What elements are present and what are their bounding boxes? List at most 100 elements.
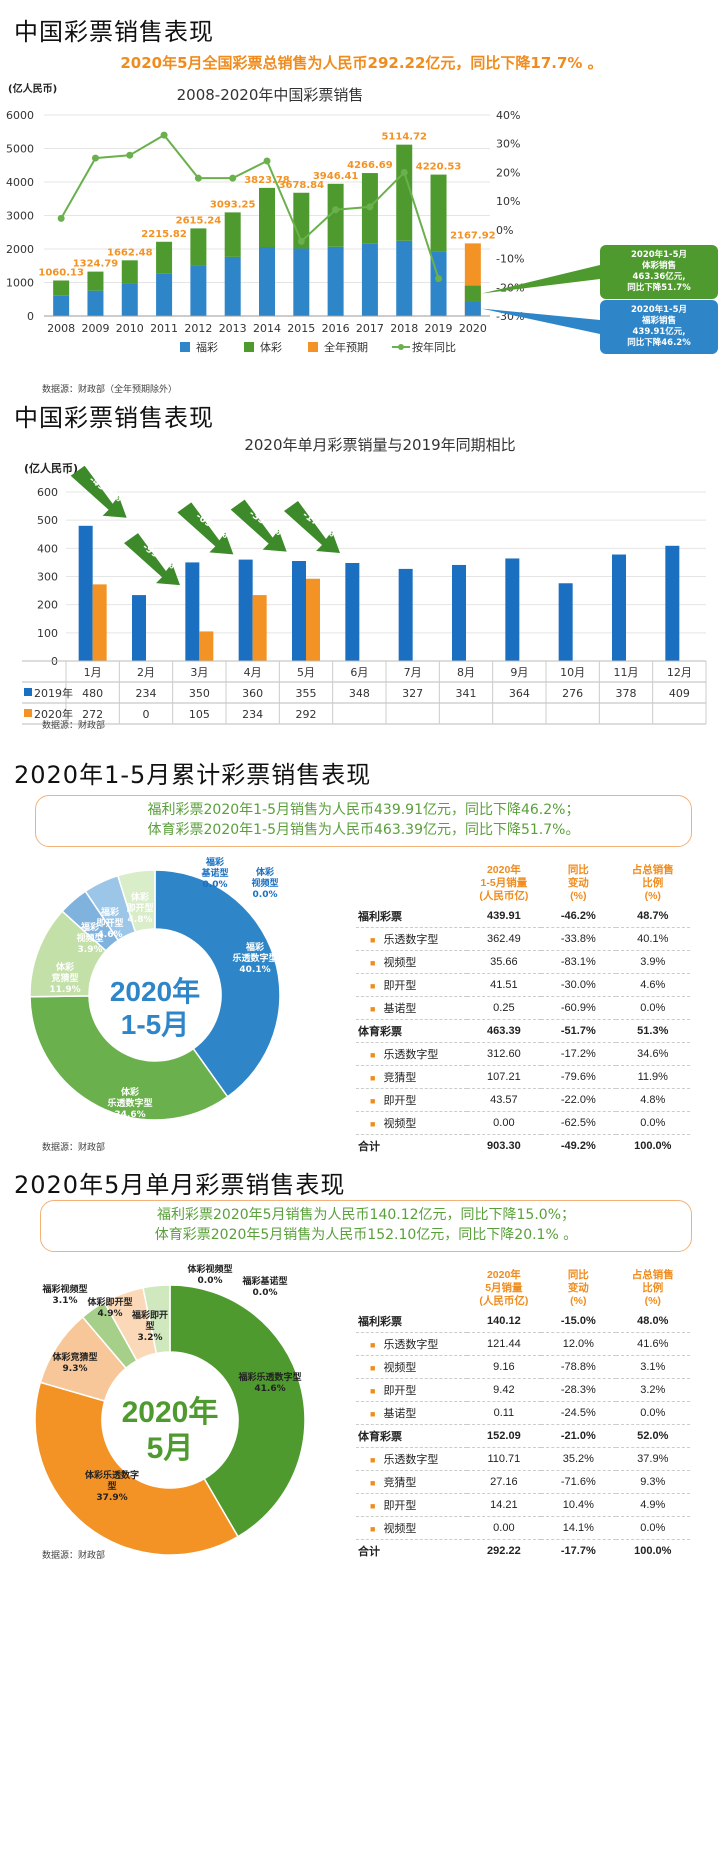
slice-label: 型 — [145, 1320, 154, 1332]
slice-label: 乐透数字型 — [232, 952, 277, 964]
table-cell: ■ 乐透数字型 — [356, 1332, 467, 1356]
bar-2019 — [665, 545, 680, 661]
slice-label: 4.9% — [98, 1309, 123, 1319]
table-row: 福利彩票 439.91 -46.2% 48.7% — [356, 905, 690, 928]
bar-2019 — [612, 554, 626, 661]
bullet-icon: ■ — [370, 1004, 376, 1014]
table-cell: 合计 — [358, 1546, 380, 1558]
x-tick-label: 12月 — [667, 666, 692, 679]
callout-ytd-line1: 福利彩票2020年1-5月销售为人民币439.91亿元，同比下降46.2%； — [147, 802, 580, 818]
change-arrow — [230, 499, 287, 552]
table-cell: 4.9% — [615, 1493, 690, 1517]
slice-label: 0.0% — [253, 1288, 278, 1298]
slice-label: 体彩竞猜型 — [52, 1351, 97, 1363]
yoy-line — [60, 133, 440, 279]
table-cell: 439.91 — [466, 905, 542, 928]
table-cell: 121.44 — [466, 1332, 542, 1356]
table-cell: 35.2% — [541, 1447, 616, 1471]
table-cell: ■ 即开型 — [356, 973, 467, 997]
bullet-icon: ■ — [370, 1409, 376, 1419]
slice-label: 即开型 — [126, 902, 153, 914]
table-cell: 41.6% — [615, 1332, 690, 1356]
y-tick-label: 600 — [37, 486, 58, 499]
bar-fucai — [53, 295, 70, 316]
bullet-icon: ■ — [370, 1524, 376, 1534]
total-label: 1662.48 — [107, 247, 153, 258]
y-tick-label: 300 — [37, 571, 58, 584]
x-tick-label: 2020 — [459, 322, 487, 335]
slice-label: 体彩 — [131, 891, 149, 903]
table-header: 同比 变动 (%) — [567, 1269, 589, 1307]
table-cell: 463.39 — [466, 1019, 542, 1043]
table-row: ■ 基诺型 0.25 -60.9% 0.0% — [356, 996, 690, 1020]
bullet-icon: ■ — [370, 1501, 376, 1511]
legend-swatch — [398, 344, 404, 350]
table-cell: ■ 基诺型 — [356, 996, 467, 1020]
table-cell: -24.5% — [541, 1401, 616, 1425]
bar-fucai — [259, 246, 275, 316]
y2-tick-label: 0% — [496, 224, 513, 237]
bullet-icon: ■ — [370, 1386, 376, 1396]
table-cell: 0.00 — [466, 1516, 542, 1540]
y-axis-label: (亿人民币) — [24, 461, 78, 475]
x-tick-label: 5月 — [297, 666, 315, 679]
y2-tick-label: 40% — [496, 109, 520, 122]
bar-2019 — [78, 525, 93, 661]
slice-label: 福彩 — [205, 856, 224, 868]
y2-tick-label: 30% — [496, 138, 520, 151]
table-cell: -46.2% — [541, 905, 616, 928]
table-cell: 4.8% — [615, 1088, 690, 1112]
y-tick-label: 0 — [27, 310, 34, 323]
bullet-icon: ■ — [370, 1455, 376, 1465]
x-tick-label: 7月 — [404, 666, 422, 679]
x-tick-label: 2012 — [184, 322, 212, 335]
x-tick-label: 2018 — [390, 322, 418, 335]
ytd-sales-table: 2020年 1-5月销量 (人民币亿) 同比 变动 (%) 占总销售 比例 (%) 福利彩票 439… — [356, 862, 690, 1157]
slice-label: 体彩即开型 — [87, 1296, 132, 1308]
slice-label: 11.9% — [49, 985, 80, 995]
table-cell: ■ 视频型 — [356, 950, 467, 974]
bar-ticai — [190, 228, 207, 266]
table-cell: 0.25 — [466, 996, 542, 1020]
slice-label: 4.8% — [128, 915, 153, 925]
slice-label: 40.1% — [239, 965, 270, 975]
slice-label: 0.0% — [203, 880, 228, 890]
total-label: 2167.92 — [450, 230, 496, 241]
change-arrow — [284, 501, 340, 554]
table-cell: -60.9% — [541, 996, 616, 1020]
bar-ticai — [430, 174, 447, 252]
bar-fucai — [464, 301, 481, 316]
x-tick-label: 8月 — [457, 666, 475, 679]
x-tick-label: 6月 — [350, 666, 368, 679]
bullet-icon: ■ — [370, 981, 376, 991]
table-row: ■ 即开型 43.57 -22.0% 4.8% — [356, 1088, 690, 1112]
table-header — [356, 862, 467, 905]
annotation-box — [600, 300, 718, 354]
section-title-3: 2020年1-5月累计彩票销售表现 — [14, 761, 372, 789]
total-label: 3823.78 — [244, 175, 290, 186]
y-tick-label: 500 — [37, 514, 58, 527]
legend-label: 全年预期 — [324, 340, 368, 354]
total-label: 5114.72 — [381, 132, 427, 143]
bullet-icon: ■ — [370, 1073, 376, 1083]
total-label: 1060.13 — [38, 267, 84, 278]
legend-swatch — [24, 688, 32, 696]
annotation-text: 2020年1-5月 — [631, 249, 687, 260]
slice-label: 34.6% — [114, 1110, 145, 1120]
y-tick-label: 3000 — [6, 210, 34, 223]
table-row: ■ 竞猜型 27.16 -71.6% 9.3% — [356, 1470, 690, 1494]
table-cell: -62.5% — [541, 1111, 616, 1135]
table-cell: -71.6% — [541, 1470, 616, 1494]
change-arrow — [124, 533, 180, 586]
ytd-center-period: 1-5月 — [120, 1009, 190, 1040]
table-cell: -51.7% — [541, 1019, 616, 1043]
table-cell: 51.3% — [615, 1019, 690, 1043]
bar-fucai — [121, 283, 138, 316]
table-cell: 0 — [143, 708, 150, 721]
table-cell: ■ 竞猜型 — [356, 1470, 467, 1494]
ytd-center-year: 2020年 — [109, 976, 201, 1007]
may-sales-table: 2020年 5月销量 (人民币亿) 同比 变动 (%) 占总销售 比例 (%) 福利彩票 140.1… — [356, 1267, 690, 1562]
table-cell: 355 — [296, 687, 317, 700]
table-row: ■ 即开型 14.21 10.4% 4.9% — [356, 1493, 690, 1517]
table-cell: 11.9% — [615, 1065, 690, 1089]
